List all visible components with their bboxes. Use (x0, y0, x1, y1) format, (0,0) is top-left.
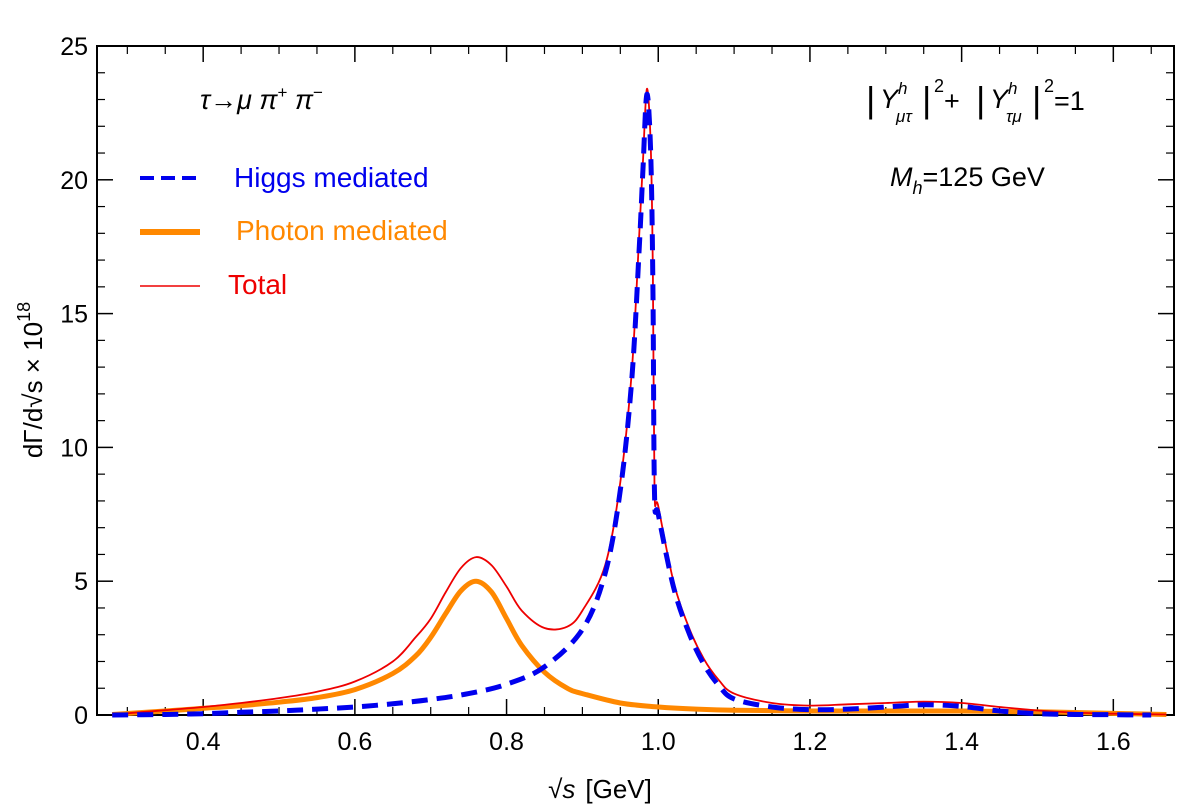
svg-text:h: h (1008, 79, 1017, 98)
coupling-annotation: | Y h μτ | 2 + | Y h τμ | 2 =1 (866, 76, 1085, 126)
process-annotation: τ→μ π+ π− (200, 83, 323, 115)
svg-text:|: | (1032, 79, 1041, 120)
x-tick-label: 1.4 (944, 728, 979, 756)
y-tick-label: 15 (60, 301, 88, 329)
legend-label-total: Total (228, 269, 287, 300)
y-axis-label: dΓ/d√s × 1018 (14, 302, 48, 458)
svg-text:|: | (866, 79, 875, 120)
legend-label-photon: Photon mediated (236, 215, 448, 246)
x-tick-label: 0.4 (186, 728, 221, 756)
svg-text:μτ: μτ (895, 107, 913, 126)
svg-text:h: h (898, 79, 907, 98)
svg-text:2: 2 (1044, 76, 1054, 96)
legend: Higgs mediated Photon mediated Total (140, 162, 448, 300)
svg-text:|: | (976, 79, 985, 120)
y-tick-label: 0 (74, 702, 88, 730)
svg-text:=1: =1 (1054, 86, 1085, 116)
svg-text:+: + (944, 86, 960, 116)
axis-tick-labels: 0.4 0.6 0.8 1.0 1.2 1.4 1.6 0 5 10 15 20 25 (60, 33, 1131, 756)
x-tick-label: 0.6 (337, 728, 372, 756)
x-tick-label: 1.2 (793, 728, 828, 756)
x-tick-label: 1.0 (641, 728, 676, 756)
y-tick-label: 25 (60, 33, 88, 61)
y-tick-label: 20 (60, 167, 88, 195)
x-tick-label: 0.8 (489, 728, 524, 756)
mass-annotation: Mh=125 GeV (890, 162, 1045, 198)
curve-total (112, 87, 1167, 716)
y-tick-label: 5 (74, 568, 88, 596)
svg-text:2: 2 (934, 76, 944, 96)
svg-text:Y: Y (880, 84, 900, 114)
legend-label-higgs: Higgs mediated (234, 162, 429, 193)
x-tick-label: 1.6 (1096, 728, 1131, 756)
svg-text:Y: Y (990, 84, 1010, 114)
svg-text:τμ: τμ (1006, 107, 1022, 126)
x-axis-label: √s [GeV] (548, 774, 652, 804)
plot-frame (96, 45, 1175, 716)
y-tick-label: 10 (60, 434, 88, 462)
svg-text:|: | (922, 79, 931, 120)
curves (112, 87, 1167, 718)
